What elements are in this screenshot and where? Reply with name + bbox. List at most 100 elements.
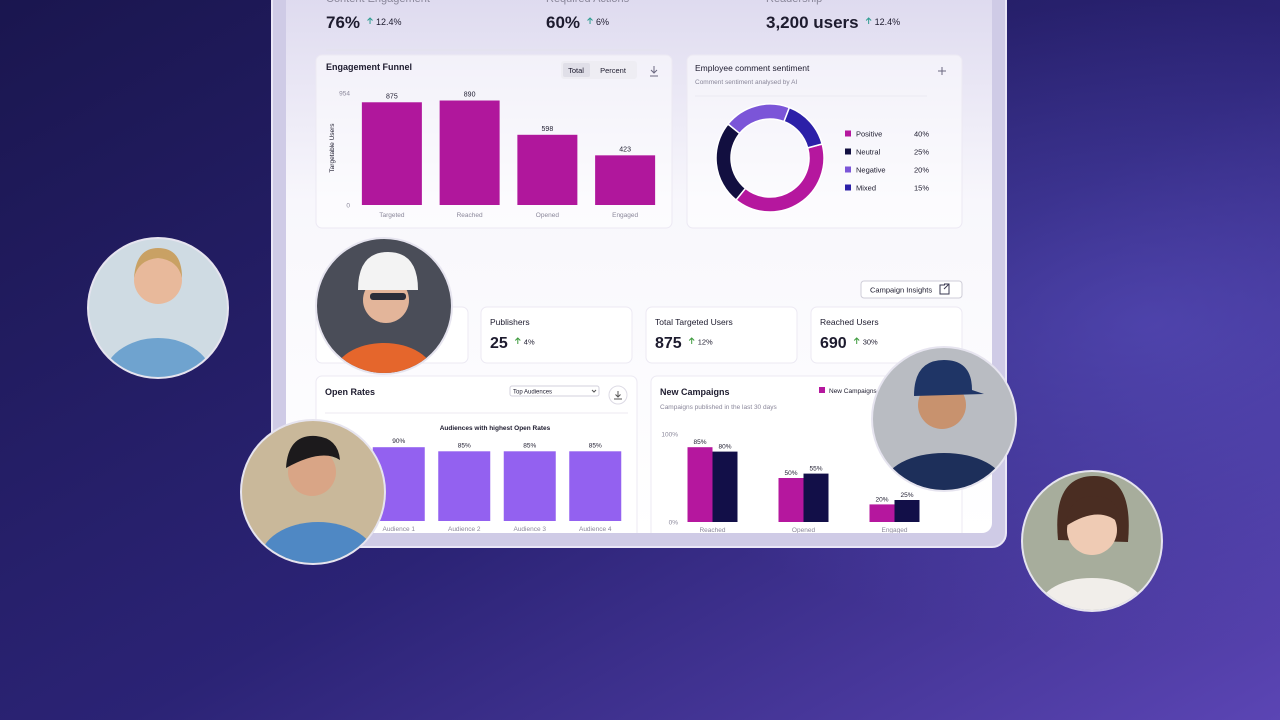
metric-change: 6%	[596, 17, 609, 27]
chart-subtitle: Audiences with highest Open Rates	[440, 425, 551, 432]
bar	[503, 451, 556, 521]
up-arrow-icon	[865, 17, 872, 24]
chart-title: Engagement Funnel	[326, 62, 412, 72]
up-arrow-icon	[587, 17, 593, 24]
toggle-active[interactable]	[563, 63, 590, 77]
stat-value: 875	[655, 335, 682, 352]
x-tick-label: Targeted	[379, 212, 405, 219]
avatar	[871, 346, 1017, 492]
legend-value: 40%	[914, 130, 929, 139]
campaign-insights-button[interactable]	[860, 280, 963, 299]
download-icon	[614, 391, 622, 400]
y-tick-label: 0%	[669, 520, 679, 527]
y-tick-label: 100%	[661, 432, 678, 439]
legend-label: Neutral	[856, 148, 881, 157]
bar	[712, 451, 738, 522]
data-label: 25%	[900, 492, 913, 499]
download-icon[interactable]	[650, 66, 658, 77]
legend-swatch	[845, 130, 851, 137]
dashboard-content: Content Engagement 76% 12.4% Required Actio…	[315, 0, 963, 534]
button-label: Campaign Insights	[870, 286, 932, 295]
stat-change: 30%	[863, 338, 878, 347]
chart-title: Open Rates	[325, 387, 375, 397]
legend-value: 25%	[914, 148, 929, 157]
x-tick-label: Reached	[457, 212, 483, 219]
y-tick-label: 954	[339, 91, 350, 98]
x-tick-label: Audience 2	[448, 526, 481, 533]
legend-label: Positive	[856, 130, 882, 139]
chart-title: Employee comment sentiment	[695, 63, 810, 73]
metric-value: 60%	[546, 13, 580, 32]
bar	[569, 451, 622, 521]
stat-label: Reached Users	[820, 317, 879, 327]
legend-swatch	[845, 148, 851, 155]
avatar	[315, 237, 453, 375]
metric-change: 12.4%	[875, 17, 901, 27]
x-tick-label: Engaged	[881, 527, 907, 534]
data-label: 85%	[523, 442, 536, 449]
x-tick-label: Audience 4	[579, 526, 612, 533]
toggle-option: Total	[568, 66, 584, 75]
data-label: 85%	[589, 442, 602, 449]
stat-label: Total Targeted Users	[655, 317, 733, 327]
data-label: 875	[386, 93, 398, 100]
stat-value: 25	[490, 335, 508, 352]
up-arrow-icon	[853, 337, 860, 344]
data-label: 90%	[392, 438, 405, 445]
up-arrow-icon	[688, 337, 695, 344]
stat-label: Publishers	[490, 317, 530, 327]
x-tick-label: Opened	[536, 212, 560, 219]
bar	[517, 134, 578, 205]
external-link-icon	[939, 283, 950, 295]
stat-card	[480, 306, 633, 364]
metric-label: Readership	[766, 0, 822, 5]
metric-change: 12.4%	[376, 17, 402, 27]
legend-label: Mixed	[856, 184, 876, 193]
bar	[438, 451, 491, 521]
bar	[361, 102, 422, 205]
legend-swatch	[819, 387, 825, 393]
bar	[803, 473, 829, 522]
up-arrow-icon	[367, 17, 373, 24]
data-label: 50%	[784, 470, 797, 477]
donut-slice	[783, 106, 824, 149]
y-axis-label: Targetable Users	[329, 123, 336, 173]
x-tick-label: Audience 1	[382, 526, 415, 533]
data-label: 20%	[875, 496, 888, 503]
chart-title: New Campaigns	[660, 387, 730, 397]
sentiment-card	[686, 54, 963, 229]
data-label: 80%	[718, 444, 731, 451]
x-tick-label: Reached	[699, 527, 725, 534]
bar	[778, 478, 804, 522]
legend-value: 20%	[914, 166, 929, 175]
avatar	[1021, 470, 1163, 612]
data-label: 423	[619, 146, 631, 153]
legend-label: New Campaigns	[829, 388, 877, 395]
avatar	[240, 419, 386, 565]
bar	[894, 500, 920, 522]
metric-value: 3,200 users	[766, 13, 859, 32]
bar	[869, 504, 895, 522]
x-tick-label: Audience 3	[513, 526, 546, 533]
bar	[687, 447, 713, 522]
y-tick-label: 0	[346, 203, 350, 210]
x-tick-label: Opened	[792, 527, 816, 534]
data-label: 890	[464, 92, 476, 99]
metric-value: 76%	[326, 13, 360, 32]
avatars	[87, 237, 1163, 612]
x-tick-label: Engaged	[612, 212, 638, 219]
add-icon[interactable]	[938, 67, 946, 75]
chart-subtitle: Campaigns published in the last 30 days	[660, 404, 777, 411]
bar	[439, 100, 500, 205]
data-label: 85%	[693, 439, 706, 446]
stat-card	[645, 306, 798, 364]
legend-value: 15%	[914, 184, 929, 193]
chart-subtitle: Comment sentiment analysed by AI	[695, 79, 797, 86]
dropdown[interactable]	[509, 385, 600, 397]
legend-swatch	[845, 184, 851, 191]
toggle-option: Percent	[600, 66, 627, 75]
stat-change: 4%	[524, 338, 535, 347]
data-label: 598	[542, 126, 554, 133]
legend-swatch	[845, 166, 851, 173]
metric-label: Content Engagement	[326, 0, 430, 5]
